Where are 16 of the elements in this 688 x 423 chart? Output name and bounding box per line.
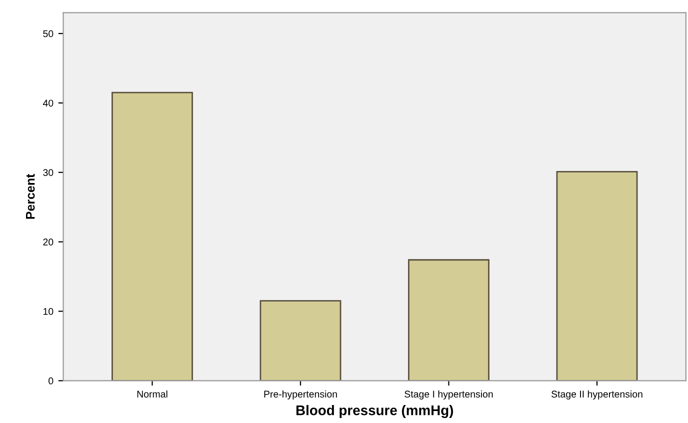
bar bbox=[112, 92, 193, 381]
x-tick-label: Normal bbox=[137, 390, 168, 398]
bar bbox=[408, 259, 490, 381]
x-axis-title: Blood pressure (mmHg) bbox=[296, 405, 454, 418]
x-tick-label: Stage I hypertension bbox=[404, 390, 493, 400]
y-tick-label: 40 bbox=[42, 100, 54, 107]
y-tick-label: 30 bbox=[43, 169, 54, 176]
x-tick-label: Pre-hypertension bbox=[264, 390, 337, 400]
bar bbox=[260, 300, 342, 381]
x-tick-label: Stage II hypertension bbox=[551, 390, 642, 400]
y-tick-label: 0 bbox=[48, 377, 54, 384]
y-tick-label: 10 bbox=[44, 308, 54, 315]
bar bbox=[556, 171, 638, 381]
y-tick-label: 20 bbox=[43, 238, 54, 246]
y-tick-label: 50 bbox=[43, 30, 54, 38]
y-axis-title: Percent bbox=[26, 174, 35, 219]
